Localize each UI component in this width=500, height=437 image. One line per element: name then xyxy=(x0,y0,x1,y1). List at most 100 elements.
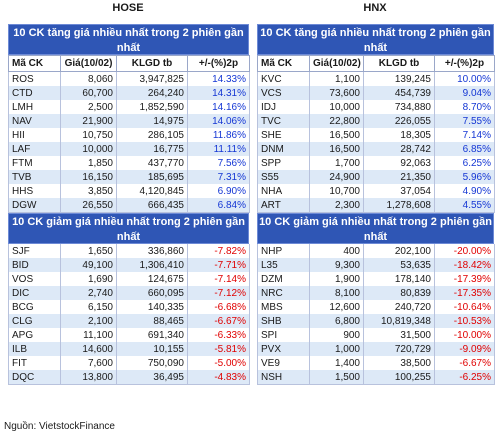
table-row: DQC 13,800 36,495 -4.83% xyxy=(8,370,250,385)
table-row: SHE 16,500 18,305 7.14% xyxy=(257,128,495,142)
pct-change: 11.11% xyxy=(187,142,250,156)
stock-code: MBS xyxy=(257,300,310,314)
pct-change: 6.25% xyxy=(434,156,495,170)
avg-volume: 14,975 xyxy=(116,114,188,128)
stock-code: SHE xyxy=(257,128,310,142)
price: 73,600 xyxy=(309,86,364,100)
price: 8,100 xyxy=(309,286,364,300)
avg-volume: 336,860 xyxy=(116,244,188,258)
avg-volume: 750,090 xyxy=(116,356,188,370)
price: 16,150 xyxy=(60,170,117,184)
pct-change: -17.35% xyxy=(434,286,495,300)
pct-change: -7.12% xyxy=(187,286,250,300)
table-row: APG 11,100 691,340 -6.33% xyxy=(8,328,250,342)
pct-change: -10.00% xyxy=(434,328,495,342)
avg-volume: 38,500 xyxy=(363,356,435,370)
stock-code: BID xyxy=(8,258,61,272)
price: 2,100 xyxy=(60,314,117,328)
avg-volume: 264,240 xyxy=(116,86,188,100)
pct-change: -10.53% xyxy=(434,314,495,328)
pct-change: -4.83% xyxy=(187,370,250,385)
pct-change: 6.84% xyxy=(187,198,250,213)
stock-code: L35 xyxy=(257,258,310,272)
table-row: VCS 73,600 454,739 9.04% xyxy=(257,86,495,100)
stock-code: VE9 xyxy=(257,356,310,370)
pct-change: 11.86% xyxy=(187,128,250,142)
price: 1,100 xyxy=(309,71,364,86)
table-row: DZM 1,900 178,140 -17.39% xyxy=(257,272,495,286)
price: 12,600 xyxy=(309,300,364,314)
hnx-losers-title: 10 CK giảm giá nhiều nhất trong 2 phiên … xyxy=(257,213,494,244)
hnx-panel: 10 CK tăng giá nhiều nhất trong 2 phiên … xyxy=(257,24,495,385)
hose-exchange-label: HOSE xyxy=(112,2,144,14)
table-row: DNM 16,500 28,742 6.85% xyxy=(257,142,495,156)
stock-code: LAF xyxy=(8,142,61,156)
pct-change: 6.90% xyxy=(187,184,250,198)
pct-change: -7.14% xyxy=(187,272,250,286)
hose-gainers-title: 10 CK tăng giá nhiều nhất trong 2 phiên … xyxy=(8,24,249,55)
pct-change: 7.56% xyxy=(187,156,250,170)
price: 10,750 xyxy=(60,128,117,142)
table-row: NAV 21,900 14,975 14.06% xyxy=(8,114,250,128)
table-row: NRC 8,100 80,839 -17.35% xyxy=(257,286,495,300)
price: 24,900 xyxy=(309,170,364,184)
price: 13,800 xyxy=(60,370,117,385)
table-row: SPP 1,700 92,063 6.25% xyxy=(257,156,495,170)
hnx-gainers-table: Mã CK Giá(10/02) KLGD tb +/-(%)2p KVC 1,1… xyxy=(257,55,495,213)
avg-volume: 4,120,845 xyxy=(116,184,188,198)
price: 900 xyxy=(309,328,364,342)
table-row: FTM 1,850 437,770 7.56% xyxy=(8,156,250,170)
table-row: BID 49,100 1,306,410 -7.71% xyxy=(8,258,250,272)
stock-code: TVB xyxy=(8,170,61,184)
price: 2,740 xyxy=(60,286,117,300)
price: 2,500 xyxy=(60,100,117,114)
table-row: LAF 10,000 16,775 11.11% xyxy=(8,142,250,156)
stock-code: CLG xyxy=(8,314,61,328)
table-row: S55 24,900 21,350 5.96% xyxy=(257,170,495,184)
hose-panel: 10 CK tăng giá nhiều nhất trong 2 phiên … xyxy=(8,24,250,385)
price: 1,690 xyxy=(60,272,117,286)
stock-code: LMH xyxy=(8,100,61,114)
avg-volume: 124,675 xyxy=(116,272,188,286)
table-row: DGW 26,550 666,435 6.84% xyxy=(8,198,250,213)
price: 6,800 xyxy=(309,314,364,328)
table-row: ROS 8,060 3,947,825 14.33% xyxy=(8,71,250,86)
table-row: KVC 1,100 139,245 10.00% xyxy=(257,71,495,86)
pct-change: -10.64% xyxy=(434,300,495,314)
col-header-change: +/-(%)2p xyxy=(434,55,495,72)
price: 60,700 xyxy=(60,86,117,100)
stock-code: SJF xyxy=(8,244,61,258)
stock-code: PVX xyxy=(257,342,310,356)
pct-change: 14.31% xyxy=(187,86,250,100)
hose-losers-title: 10 CK giảm giá nhiều nhất trong 2 phiên … xyxy=(8,213,249,244)
pct-change: -5.81% xyxy=(187,342,250,356)
pct-change: 14.33% xyxy=(187,71,250,86)
stock-code: VOS xyxy=(8,272,61,286)
pct-change: -6.33% xyxy=(187,328,250,342)
price: 26,550 xyxy=(60,198,117,213)
col-header-volume: KLGD tb xyxy=(363,55,435,72)
stock-code: NRC xyxy=(257,286,310,300)
price: 16,500 xyxy=(309,128,364,142)
table-row: DIC 2,740 660,095 -7.12% xyxy=(8,286,250,300)
avg-volume: 185,695 xyxy=(116,170,188,184)
table-row: ART 2,300 1,278,608 4.55% xyxy=(257,198,495,213)
avg-volume: 720,729 xyxy=(363,342,435,356)
table-row: SPI 900 31,500 -10.00% xyxy=(257,328,495,342)
avg-volume: 36,495 xyxy=(116,370,188,385)
avg-volume: 10,155 xyxy=(116,342,188,356)
avg-volume: 53,635 xyxy=(363,258,435,272)
stock-code: ROS xyxy=(8,71,61,86)
col-header-code: Mã CK xyxy=(257,55,310,72)
stock-code: TVC xyxy=(257,114,310,128)
price: 7,600 xyxy=(60,356,117,370)
avg-volume: 1,852,590 xyxy=(116,100,188,114)
stock-code: FIT xyxy=(8,356,61,370)
avg-volume: 178,140 xyxy=(363,272,435,286)
table-row: PVX 1,000 720,729 -9.09% xyxy=(257,342,495,356)
avg-volume: 734,880 xyxy=(363,100,435,114)
price: 21,900 xyxy=(60,114,117,128)
avg-volume: 100,255 xyxy=(363,370,435,385)
pct-change: 4.55% xyxy=(434,198,495,213)
price: 1,400 xyxy=(309,356,364,370)
